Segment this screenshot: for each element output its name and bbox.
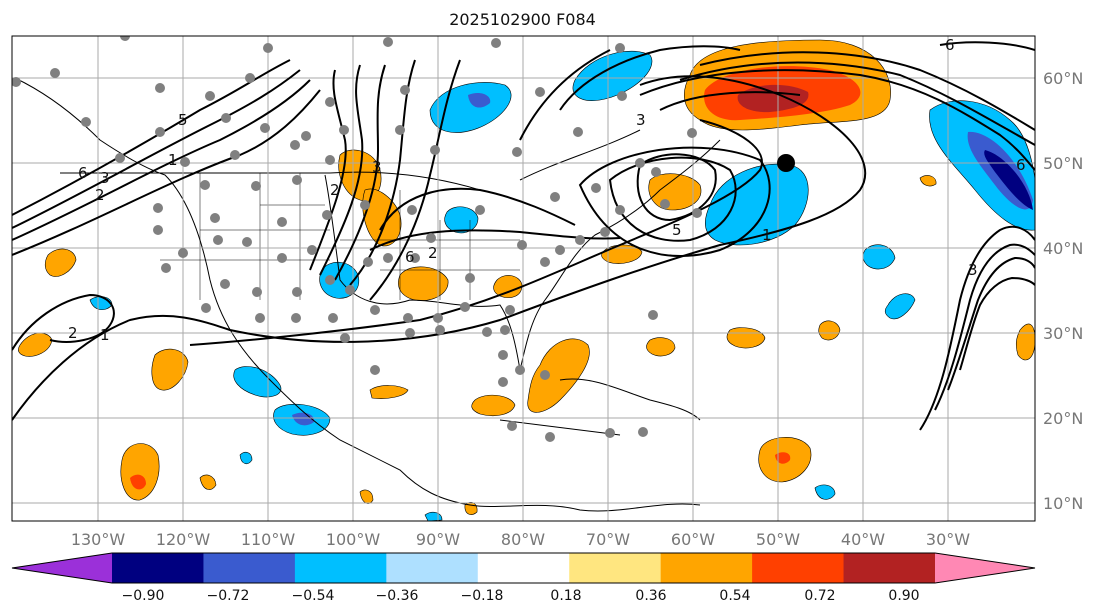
svg-text:6: 6 [405, 248, 415, 266]
colorbar-segment [386, 553, 479, 583]
colorbar-segment [203, 553, 296, 583]
colorbar-extend-low [12, 553, 112, 583]
storm-center-marker [777, 154, 795, 172]
svg-text:6: 6 [1016, 156, 1026, 174]
colorbar-tick: 0.72 [804, 588, 835, 604]
svg-text:6: 6 [945, 36, 955, 54]
lon-label: 50°W [756, 530, 800, 549]
lon-label: 90°W [416, 530, 460, 549]
colorbar-tick: −0.36 [376, 588, 419, 604]
colorbar-segment [752, 553, 845, 583]
lat-label: 10°N [1043, 494, 1083, 513]
colorbar-tick-labels: −0.90 −0.72 −0.54 −0.36 −0.18 0.18 0.36 … [122, 588, 920, 604]
svg-text:3: 3 [100, 169, 110, 187]
colorbar-tick: 0.36 [635, 588, 666, 604]
longitude-labels: 130°W 120°W 110°W 100°W 90°W 80°W 70°W 6… [71, 530, 970, 549]
shaded-anomalies [18, 39, 1035, 521]
lon-label: 30°W [926, 530, 970, 549]
lat-label: 40°N [1043, 239, 1083, 258]
svg-text:2: 2 [428, 244, 438, 262]
lon-label: 70°W [586, 530, 630, 549]
svg-text:1: 1 [100, 326, 110, 344]
lon-label: 80°W [501, 530, 545, 549]
colorbar-segment [569, 553, 662, 583]
svg-text:2: 2 [330, 181, 340, 199]
station-dots [12, 36, 702, 442]
colorbar [11, 552, 1036, 584]
svg-text:1: 1 [168, 151, 178, 169]
colorbar-tick: −0.72 [207, 588, 250, 604]
svg-text:2: 2 [68, 324, 78, 342]
contour-lines [12, 41, 1035, 431]
lon-label: 100°W [326, 530, 381, 549]
svg-text:3: 3 [636, 111, 646, 129]
colorbar-tick: −0.54 [292, 588, 335, 604]
svg-text:5: 5 [672, 221, 682, 239]
lat-label: 60°N [1043, 69, 1083, 88]
svg-text:3: 3 [372, 158, 382, 176]
lon-label: 40°W [841, 530, 885, 549]
colorbar-segment [112, 553, 204, 583]
svg-text:2: 2 [95, 186, 105, 204]
colorbar-tick: 0.90 [888, 588, 919, 604]
lat-label: 20°N [1043, 409, 1083, 428]
colorbar-segment [843, 553, 936, 583]
colorbar-tick: 0.54 [719, 588, 750, 604]
contour-value-labels: 6 2 3 1 2 1 5 2 3 6 2 5 3 1 3 6 6 [68, 36, 1026, 344]
colorbar-segment [477, 553, 570, 583]
colorbar-segment [660, 553, 753, 583]
map-frame [11, 35, 1036, 522]
lon-label: 130°W [71, 530, 126, 549]
colorbar-extend-high [935, 553, 1035, 583]
colorbar-segment [294, 553, 387, 583]
colorbar-tick: 0.18 [550, 588, 581, 604]
svg-text:6: 6 [78, 164, 88, 182]
lon-label: 60°W [671, 530, 715, 549]
latitude-labels: 60°N 50°N 40°N 30°N 20°N 10°N [1043, 69, 1083, 513]
svg-text:3: 3 [968, 261, 978, 279]
svg-text:1: 1 [762, 226, 772, 244]
lat-label: 50°N [1043, 154, 1083, 173]
lon-label: 110°W [241, 530, 296, 549]
lat-label: 30°N [1043, 324, 1083, 343]
colorbar-tick: −0.90 [122, 588, 165, 604]
map-title: 2025102900 F084 [449, 10, 596, 29]
lon-label: 120°W [156, 530, 211, 549]
colorbar-tick: −0.18 [461, 588, 504, 604]
svg-text:5: 5 [178, 111, 188, 129]
colorbar-outline [11, 552, 1036, 584]
